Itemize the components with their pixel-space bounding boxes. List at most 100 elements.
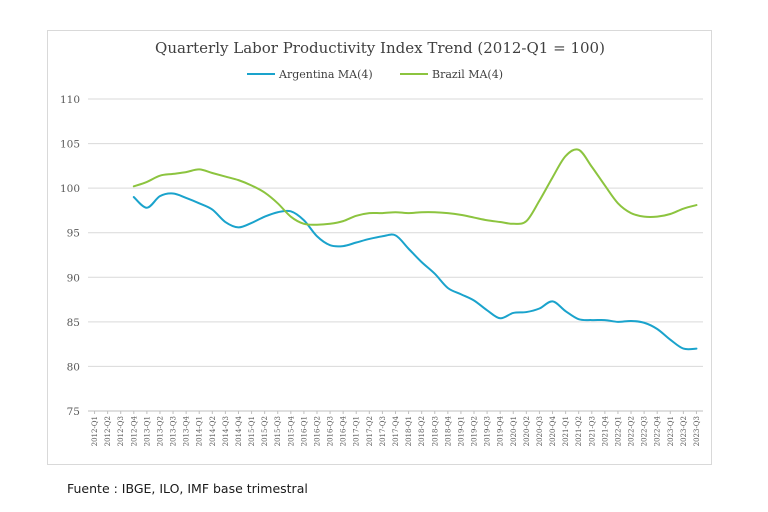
x-axis: 2012-Q1 2012-Q2 2012-Q3 2012-Q4 2013-Q1 2013-… xyxy=(91,411,701,446)
data-point-brazil: 97.2 xyxy=(406,210,412,216)
x-tick-label: 2017-Q1 xyxy=(353,416,361,446)
data-point-brazil: 96.9 xyxy=(353,213,359,219)
x-tick-label: 2015-Q2 xyxy=(261,416,269,446)
data-point-argentina: 93.9 xyxy=(353,240,359,246)
x-tick-label: 2018-Q3 xyxy=(431,416,439,446)
legend-label-argentina: Argentina MA(4) xyxy=(278,68,373,81)
x-tick-label: 2020-Q4 xyxy=(549,415,557,446)
data-point-brazil: 97.0 xyxy=(458,212,464,218)
data-point-brazil: 99.5 xyxy=(262,190,268,196)
data-point-argentina: 98.9 xyxy=(183,195,189,201)
data-point-brazil: 96.3 xyxy=(340,218,346,224)
data-point-brazil: 104.3 xyxy=(576,147,582,153)
x-tick-label: 2015-Q3 xyxy=(274,416,282,446)
data-point-argentina: 87.3 xyxy=(550,298,556,304)
data-point-brazil: 96.2 xyxy=(497,219,503,225)
data-point-argentina: 93.2 xyxy=(406,246,412,252)
x-tick-label: 2018-Q4 xyxy=(444,415,452,446)
line-chart: Quarterly Labor Productivity Index Trend… xyxy=(60,39,703,446)
x-tick-label: 2019-Q4 xyxy=(497,415,505,446)
data-point-brazil: 101.2 xyxy=(550,174,556,180)
data-point-argentina: 93.6 xyxy=(327,242,333,248)
y-tick-label: 110 xyxy=(60,94,80,106)
data-point-brazil: 97.2 xyxy=(628,210,634,216)
data-point-brazil: 96.8 xyxy=(288,214,294,220)
x-tick-label: 2018-Q1 xyxy=(405,416,413,446)
y-tick-label: 90 xyxy=(67,272,80,284)
x-tick-label: 2020-Q3 xyxy=(536,416,544,446)
data-point-brazil: 96.0 xyxy=(510,221,516,227)
data-point-argentina: 85.4 xyxy=(497,315,503,321)
x-tick-label: 2017-Q2 xyxy=(366,416,374,446)
x-tick-label: 2022-Q4 xyxy=(654,415,662,446)
gridlines xyxy=(88,98,703,412)
x-tick-label: 2012-Q2 xyxy=(104,416,112,446)
data-point-brazil: 102.4 xyxy=(589,164,595,170)
data-point-brazil: 96.0 xyxy=(327,221,333,227)
data-point-brazil: 98.6 xyxy=(536,198,542,204)
data-point-brazil: 101.4 xyxy=(157,173,163,179)
data-point-argentina: 97.8 xyxy=(144,205,150,211)
data-point-argentina: 86.5 xyxy=(536,305,542,311)
data-point-argentina: 97.3 xyxy=(275,209,281,215)
x-tick-label: 2021-Q1 xyxy=(562,416,570,446)
data-point-argentina: 85.0 xyxy=(615,319,621,325)
data-point-brazil: 103.6 xyxy=(563,153,569,159)
x-tick-label: 2022-Q2 xyxy=(628,416,636,446)
y-axis: 75 80 85 90 95 100 105 110 xyxy=(60,94,80,418)
data-point-argentina: 86.0 xyxy=(510,310,516,316)
data-point-argentina: 82.0 xyxy=(680,346,686,352)
x-tick-label: 2023-Q1 xyxy=(667,416,675,446)
series-argentina: 99.0 97.8 99.1 99.4 98.9 98.3 97.6 96.2 95.6 96.1… xyxy=(132,192,698,352)
data-point-argentina: 84.9 xyxy=(641,320,647,326)
chart-frame: Quarterly Labor Productivity Index Trend… xyxy=(47,30,712,465)
data-point-brazil: 102.1 xyxy=(196,166,202,172)
x-tick-label: 2013-Q3 xyxy=(170,416,178,446)
x-tick-label: 2020-Q2 xyxy=(523,416,531,446)
data-point-argentina: 86.1 xyxy=(523,309,529,315)
x-tick-label: 2016-Q3 xyxy=(327,416,335,446)
data-point-brazil: 100.3 xyxy=(602,182,608,188)
data-point-brazil: 95.9 xyxy=(314,222,320,228)
x-tick-label: 2016-Q4 xyxy=(340,415,348,446)
data-point-argentina: 87.4 xyxy=(471,297,477,303)
data-point-brazil: 101.7 xyxy=(209,170,215,176)
y-tick-label: 75 xyxy=(67,406,80,418)
x-tick-label: 2023-Q2 xyxy=(680,416,688,446)
x-tick-label: 2012-Q1 xyxy=(91,416,99,446)
x-tick-label: 2021-Q2 xyxy=(575,416,583,446)
data-point-argentina: 99.1 xyxy=(157,193,163,199)
x-tick-label: 2018-Q2 xyxy=(418,416,426,446)
data-point-brazil: 97.3 xyxy=(432,209,438,215)
data-point-brazil: 96.3 xyxy=(523,218,529,224)
x-tick-label: 2020-Q1 xyxy=(510,416,518,446)
x-tick-label: 2013-Q2 xyxy=(156,416,164,446)
x-tick-label: 2019-Q1 xyxy=(457,416,465,446)
data-point-argentina: 88.8 xyxy=(445,285,451,291)
x-tick-label: 2014-Q1 xyxy=(196,416,204,446)
data-point-brazil: 98.1 xyxy=(693,202,699,208)
data-point-brazil: 96.8 xyxy=(654,214,660,220)
data-point-argentina: 90.4 xyxy=(432,271,438,277)
data-point-argentina: 94.7 xyxy=(393,232,399,238)
data-point-argentina: 83.0 xyxy=(667,337,673,343)
data-point-argentina: 96.1 xyxy=(249,220,255,226)
data-point-brazil: 100.7 xyxy=(144,179,150,185)
source-note: Fuente : IBGE, ILO, IMF base trimestral xyxy=(67,481,308,496)
data-point-brazil: 97.1 xyxy=(667,211,673,217)
data-point-argentina: 97.6 xyxy=(209,207,215,213)
data-point-argentina: 85.2 xyxy=(602,317,608,323)
legend: Argentina MA(4) Brazil MA(4) xyxy=(247,68,503,81)
data-point-argentina: 88.1 xyxy=(458,291,464,297)
series-brazil: 100.2 100.7 101.4 101.6 101.8 102.1 101.7 101.3… xyxy=(132,147,699,228)
x-tick-label: 2012-Q3 xyxy=(117,416,125,446)
x-tick-label: 2022-Q3 xyxy=(641,416,649,446)
x-tick-label: 2012-Q4 xyxy=(130,415,138,446)
data-point-argentina: 85.2 xyxy=(589,317,595,323)
data-point-brazil: 101.6 xyxy=(170,171,176,177)
x-tick-label: 2015-Q4 xyxy=(287,415,295,446)
data-point-brazil: 96.0 xyxy=(301,221,307,227)
x-tick-label: 2016-Q2 xyxy=(313,416,321,446)
x-tick-label: 2013-Q4 xyxy=(183,415,191,446)
data-point-argentina: 91.7 xyxy=(419,259,425,265)
